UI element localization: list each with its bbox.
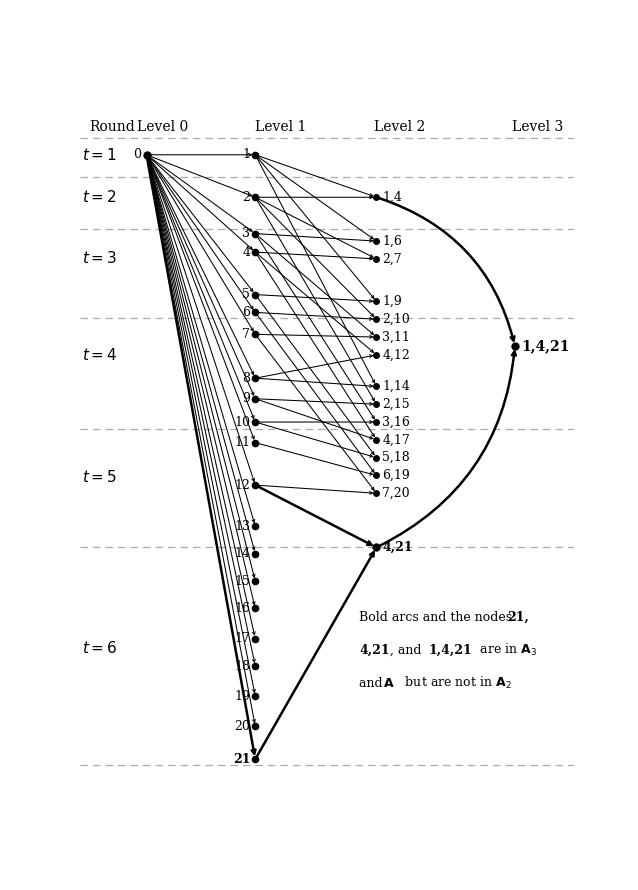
Text: and: and	[359, 676, 387, 690]
Text: 1,9: 1,9	[382, 295, 402, 308]
Text: 17: 17	[234, 632, 250, 645]
Text: 2: 2	[242, 190, 250, 204]
Text: $t = 4$: $t = 4$	[82, 347, 117, 363]
Text: $t = 5$: $t = 5$	[82, 469, 117, 485]
Text: but are not in $\mathbf{A}_2$: but are not in $\mathbf{A}_2$	[401, 676, 512, 692]
Text: Level 2: Level 2	[374, 120, 425, 134]
Text: Bold arcs and the nodes: Bold arcs and the nodes	[359, 611, 516, 624]
Text: 11: 11	[234, 436, 250, 449]
Text: 7,20: 7,20	[382, 487, 410, 500]
Text: Level 1: Level 1	[255, 120, 307, 134]
Text: Round: Round	[89, 120, 135, 134]
Text: 3,16: 3,16	[382, 416, 410, 429]
Text: 4,21: 4,21	[359, 643, 390, 657]
Text: 0: 0	[133, 149, 142, 161]
Text: $t = 2$: $t = 2$	[82, 190, 117, 206]
Text: 6: 6	[242, 306, 250, 319]
Text: 13: 13	[234, 520, 250, 533]
Text: Level 3: Level 3	[512, 120, 563, 134]
Text: 20: 20	[234, 720, 250, 732]
Text: , and: , and	[390, 643, 426, 657]
Text: 3: 3	[242, 227, 250, 240]
Text: 4,21: 4,21	[382, 541, 413, 554]
Text: 2,10: 2,10	[382, 312, 410, 326]
Text: 5: 5	[242, 288, 250, 301]
Text: 1,4: 1,4	[382, 190, 402, 204]
Text: 9: 9	[242, 392, 250, 405]
Text: 1,4,21: 1,4,21	[521, 339, 569, 353]
Text: 8: 8	[242, 372, 250, 384]
Text: are in $\mathbf{A}_3$: are in $\mathbf{A}_3$	[476, 643, 537, 659]
Text: 1,4,21: 1,4,21	[428, 643, 472, 657]
Text: 6,19: 6,19	[382, 469, 410, 482]
Text: 16: 16	[234, 602, 250, 615]
Text: 1,6: 1,6	[382, 235, 402, 247]
Text: $\mathbf{A}$: $\mathbf{A}$	[383, 676, 394, 690]
Text: 12: 12	[234, 479, 250, 491]
Text: 5,18: 5,18	[382, 451, 410, 465]
Text: 2,15: 2,15	[382, 398, 410, 410]
Text: 1: 1	[242, 149, 250, 161]
Text: Level 0: Level 0	[137, 120, 188, 134]
Text: 7: 7	[242, 328, 250, 341]
Text: $t = 6$: $t = 6$	[82, 640, 117, 656]
Text: 4,17: 4,17	[382, 433, 410, 447]
Text: 4,12: 4,12	[382, 348, 410, 361]
Text: 18: 18	[234, 659, 250, 673]
Text: 10: 10	[234, 416, 250, 429]
Text: 21: 21	[233, 753, 250, 765]
Text: 14: 14	[234, 547, 250, 560]
Text: 21,: 21,	[507, 611, 530, 624]
Text: 2,7: 2,7	[382, 253, 402, 265]
Text: $t = 3$: $t = 3$	[82, 249, 117, 265]
Text: 1,14: 1,14	[382, 380, 410, 392]
Text: 4: 4	[242, 246, 250, 259]
Text: 15: 15	[234, 575, 250, 587]
Text: $t = 1$: $t = 1$	[82, 147, 117, 163]
Text: 19: 19	[234, 690, 250, 703]
Text: 3,11: 3,11	[382, 330, 410, 344]
